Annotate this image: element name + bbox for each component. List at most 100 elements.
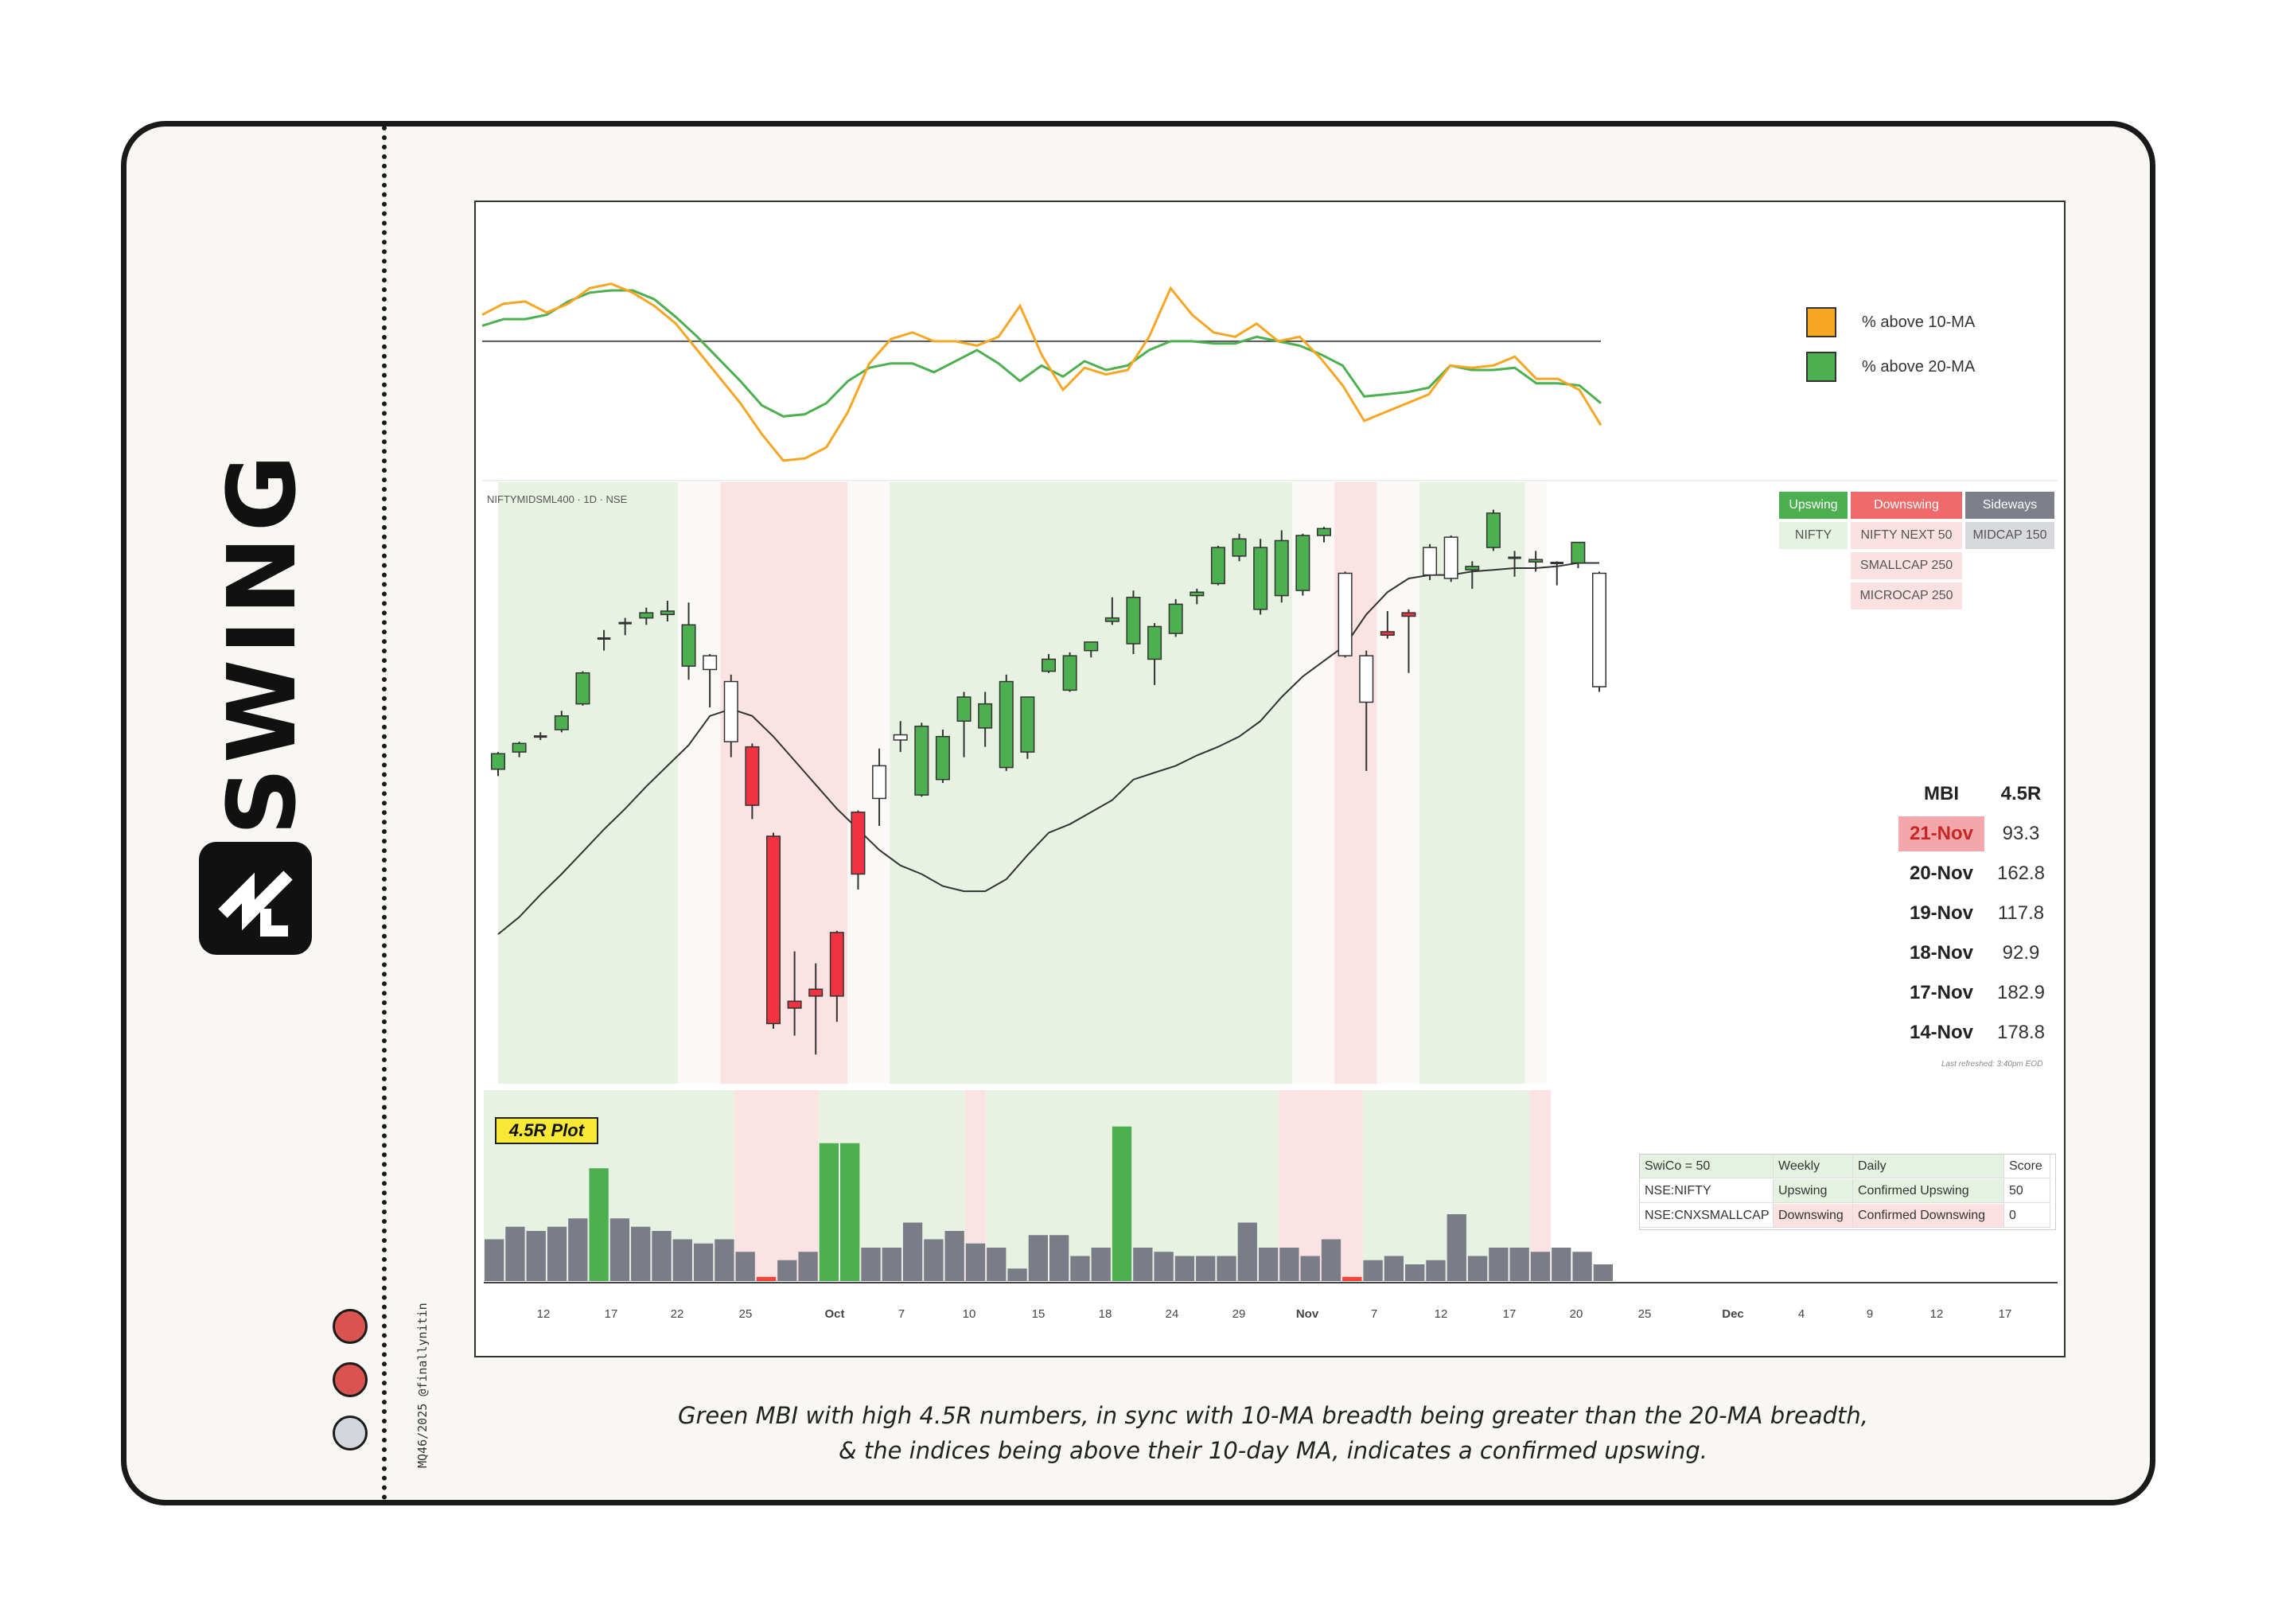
r-band-1 <box>734 1090 819 1281</box>
status-header-downswing: Downswing <box>1851 492 1962 519</box>
candle-band-0 <box>498 482 679 1084</box>
mbi-header-right: 4.5R <box>2000 783 2042 804</box>
candle-body-8 <box>660 610 675 616</box>
x-tick-label: Dec <box>1722 1307 1744 1321</box>
candle-body-9 <box>681 624 696 667</box>
r-bar-16 <box>819 1143 839 1281</box>
swico-cell: Downswing <box>1774 1204 1853 1228</box>
candle-body-15 <box>808 988 824 997</box>
r-bar-32 <box>1154 1252 1174 1281</box>
r-bar-30 <box>1112 1126 1132 1281</box>
x-tick-label: 24 <box>1166 1307 1179 1321</box>
mbi-date: 20-Nov <box>1909 863 1974 884</box>
mbi-refresh-note: Last refreshed: 3:40pm EOD <box>1941 1060 2043 1069</box>
candle-body-0 <box>490 753 506 770</box>
r-bar-44 <box>1405 1264 1425 1281</box>
r-bar-28 <box>1070 1256 1090 1281</box>
candle-body-18 <box>872 765 887 800</box>
r-bar-43 <box>1384 1256 1404 1281</box>
r-bar-34 <box>1196 1256 1216 1281</box>
candle-body-4 <box>575 672 590 705</box>
status-cell-downswing: MICROCAP 250 <box>1851 582 1962 609</box>
mbi-row: 19-Nov 117.8 <box>1894 896 2054 934</box>
candle-body-31 <box>1147 625 1162 660</box>
candle-body-39 <box>1316 528 1332 536</box>
r-bar-46 <box>1447 1214 1466 1281</box>
r-bar-40 <box>1321 1239 1341 1281</box>
x-tick-label: 17 <box>1999 1307 2012 1321</box>
mbi-header-row: MBI 4.5R <box>1894 777 2054 815</box>
candle-band-1 <box>678 482 721 1084</box>
status-header-upswing: Upswing <box>1779 492 1848 519</box>
r-bar-11 <box>715 1239 734 1281</box>
r-bar-37 <box>1258 1248 1279 1281</box>
r-bar-21 <box>924 1239 944 1281</box>
candle-body-19 <box>893 734 908 741</box>
r-bar-26 <box>1028 1235 1048 1281</box>
candle-body-52 <box>1591 572 1607 687</box>
status-dot-red-1 <box>333 1309 368 1344</box>
x-tick-label: 17 <box>1503 1307 1517 1321</box>
brand-wordmark: SWING <box>207 450 317 835</box>
candle-band-4 <box>890 482 1293 1084</box>
mbi-date: 17-Nov <box>1909 982 1974 1003</box>
r-bar-20 <box>902 1222 923 1281</box>
perforation-line <box>382 126 387 1501</box>
r-bar-42 <box>1363 1260 1383 1281</box>
r-bar-38 <box>1279 1248 1299 1281</box>
x-tick-label: Nov <box>1296 1307 1319 1321</box>
r-bar-35 <box>1217 1256 1236 1281</box>
r-bar-13 <box>756 1276 777 1281</box>
candle-body-14 <box>787 1000 802 1009</box>
swico-header-cell: Weekly <box>1774 1155 1853 1178</box>
candle-body-49 <box>1528 559 1544 563</box>
mbi-date: 21-Nov <box>1898 816 1984 851</box>
mbi-date: 19-Nov <box>1909 902 1974 924</box>
chart-canvas: 12 17 22 25 Oct 7 10 15 18 24 29 Nov 7 12 17 20 25 Dec 4 9 1… <box>481 282 2058 1321</box>
x-tick-label: 18 <box>1099 1307 1112 1321</box>
credit-text: MQ46/2025 @finallynitin <box>415 1303 430 1468</box>
candle-body-34 <box>1210 547 1225 585</box>
r-bar-41 <box>1342 1276 1362 1281</box>
breadth-line-ma10 <box>481 282 1602 462</box>
r-bar-18 <box>861 1248 881 1281</box>
r-bar-3 <box>547 1226 567 1281</box>
mbi-value: 93.3 <box>2002 823 2040 844</box>
candle-body-12 <box>745 746 760 806</box>
r-bar-0 <box>485 1239 504 1281</box>
swico-cell: 50 <box>2004 1179 2050 1203</box>
status-dot-gray <box>333 1416 368 1451</box>
swico-header-cell: Daily <box>1853 1155 2004 1178</box>
status-cell-downswing: SMALLCAP 250 <box>1851 552 1962 579</box>
r-bar-52 <box>1572 1252 1592 1281</box>
r-bar-17 <box>840 1143 860 1281</box>
r-bar-19 <box>882 1248 901 1281</box>
mbi-row: 21-Nov 93.3 <box>1894 816 2054 855</box>
r-bar-31 <box>1133 1248 1153 1281</box>
x-tick-label: 9 <box>1867 1307 1873 1321</box>
status-cell-upswing: NIFTY <box>1779 522 1848 549</box>
x-tick-label: 22 <box>671 1307 684 1321</box>
mbi-value: 92.9 <box>2002 942 2040 964</box>
r-bar-24 <box>987 1248 1007 1281</box>
candle-body-11 <box>723 680 738 742</box>
r-bar-27 <box>1049 1235 1069 1281</box>
swico-header-cell: Score <box>2004 1155 2050 1178</box>
brand-logo-icon <box>199 842 312 955</box>
candle-body-17 <box>851 811 866 875</box>
candle-body-23 <box>978 703 993 729</box>
candle-body-35 <box>1232 538 1247 557</box>
status-dot-red-2 <box>333 1362 368 1397</box>
mbi-value: 182.9 <box>1996 982 2046 1003</box>
r-bar-15 <box>798 1252 818 1281</box>
legend-label-ma10: % above 10-MA <box>1862 314 1976 331</box>
status-header-sideways: Sideways <box>1965 492 2054 519</box>
candle-band-9 <box>1524 482 1547 1084</box>
mbi-row: 20-Nov 162.8 <box>1894 856 2054 894</box>
candle-body-47 <box>1485 512 1501 548</box>
r-bar-6 <box>609 1218 630 1281</box>
r-bar-29 <box>1091 1248 1111 1281</box>
candle-body-3 <box>554 715 569 730</box>
candle-body-21 <box>935 735 950 781</box>
legend-swatch-ma20 <box>1806 352 1836 382</box>
